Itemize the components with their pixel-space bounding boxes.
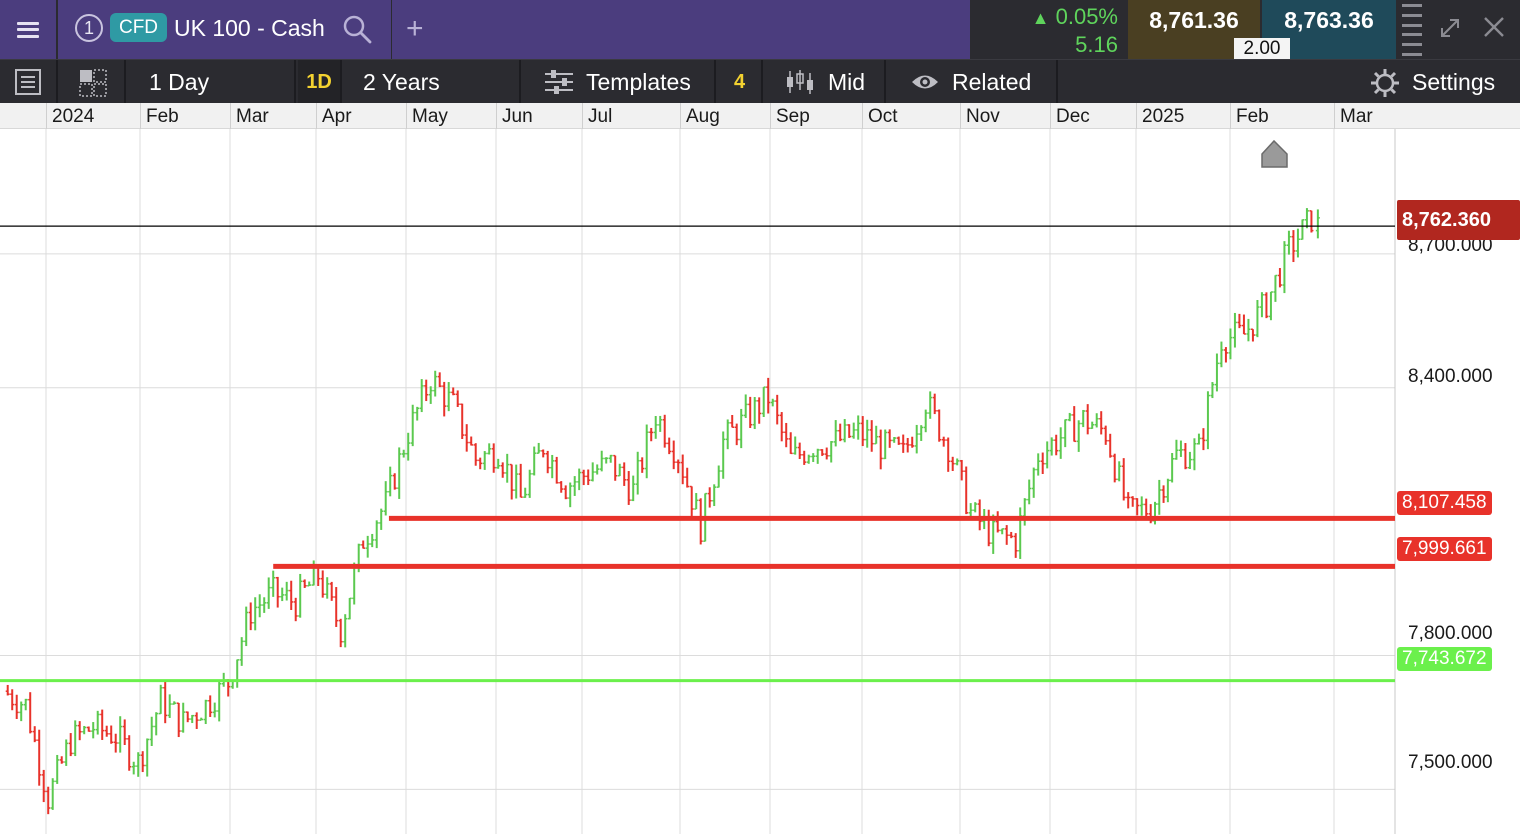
templates-label: Templates — [586, 69, 691, 95]
chart-canvas[interactable] — [0, 129, 1520, 834]
resistance-level-tag: 8,107.458 — [1397, 491, 1492, 515]
gear-icon — [1371, 69, 1399, 97]
range-selector[interactable]: 2 Years — [344, 60, 521, 104]
time-axis-label: Apr — [322, 106, 352, 127]
time-axis-label: Feb — [146, 106, 179, 127]
instrument-type-badge: CFD — [110, 13, 167, 42]
add-tab-icon[interactable]: + — [406, 12, 424, 45]
spread-value: 2.00 — [1234, 38, 1290, 59]
price-change: ▲ 0.05% 5.16 — [972, 0, 1126, 59]
resistance-level-tag: 7,999.661 — [1397, 537, 1492, 561]
time-axis-label: Jul — [588, 106, 613, 127]
price-axis-label: 8,400.000 — [1408, 366, 1493, 387]
window-number-badge: 1 — [75, 14, 103, 42]
instrument-header: 1 CFD UK 100 - Cash + ▲ 0.05% 5.16 8,761… — [0, 0, 1520, 59]
instrument-tab[interactable]: 1 CFD UK 100 - Cash — [58, 0, 391, 59]
time-axis-label: 2025 — [1142, 106, 1185, 127]
home-marker-icon — [1261, 139, 1288, 168]
time-axis-label: Aug — [686, 106, 720, 127]
chart-list-button[interactable] — [0, 60, 58, 104]
time-axis-label: Sep — [776, 106, 810, 127]
price-axis-label: 7,500.000 — [1408, 752, 1493, 773]
time-axis-label: Oct — [868, 106, 898, 127]
current-price-tag: 8,762.360 — [1397, 200, 1520, 240]
instrument-name: UK 100 - Cash — [174, 15, 325, 41]
price-axis-label: 8,700.000 — [1408, 235, 1493, 256]
templates-button[interactable]: Templates — [523, 60, 716, 104]
time-axis: 2024 Feb Mar Apr May Jun Jul Aug Sep Oct… — [0, 103, 1520, 129]
settings-label: Settings — [1412, 69, 1496, 95]
interval-code-badge[interactable]: 1D — [298, 60, 342, 104]
price-type-selector[interactable]: Mid — [765, 60, 886, 104]
time-axis-label: Mar — [1340, 106, 1373, 127]
price-chart[interactable]: 8,700.000 8,400.000 7,800.000 7,500.000 … — [0, 129, 1520, 834]
search-icon[interactable] — [342, 14, 372, 44]
candlestick-icon — [787, 70, 813, 94]
chart-toolbar: 1 Day 1D 2 Years Templates 4 Mid Related — [0, 59, 1520, 104]
related-label: Related — [952, 69, 1032, 95]
time-axis-label: Jun — [502, 106, 533, 127]
time-axis-label: May — [412, 106, 448, 127]
menu-button[interactable] — [0, 0, 56, 59]
list-icon — [15, 69, 41, 95]
related-button[interactable]: Related — [888, 60, 1058, 104]
sliders-icon — [545, 70, 573, 94]
change-percent: 0.05% — [1055, 4, 1118, 29]
layout-button[interactable] — [60, 60, 126, 104]
time-axis-label: Dec — [1056, 106, 1090, 127]
expand-icon[interactable] — [1436, 14, 1464, 42]
drag-handle-icon[interactable] — [1402, 4, 1422, 56]
time-axis-label: Nov — [966, 106, 1000, 127]
close-icon[interactable] — [1481, 14, 1507, 40]
add-tab-area: + — [392, 0, 970, 59]
templates-count-badge: 4 — [718, 60, 763, 104]
support-level-tag: 7,743.672 — [1397, 647, 1492, 671]
time-axis-label: Feb — [1236, 106, 1269, 127]
up-arrow-icon: ▲ — [1031, 8, 1050, 28]
eye-icon — [912, 75, 938, 89]
layout-grid-icon — [79, 69, 107, 97]
change-absolute: 5.16 — [1075, 32, 1118, 57]
interval-selector[interactable]: 1 Day — [128, 60, 296, 104]
menu-icon — [17, 21, 39, 38]
buy-price-button[interactable]: 8,763.36 — [1262, 0, 1396, 59]
settings-button[interactable]: Settings — [1366, 60, 1516, 104]
price-axis-label: 7,800.000 — [1408, 623, 1493, 644]
time-axis-label: Mar — [236, 106, 269, 127]
time-axis-label: 2024 — [52, 106, 95, 127]
price-type-label: Mid — [828, 69, 866, 95]
